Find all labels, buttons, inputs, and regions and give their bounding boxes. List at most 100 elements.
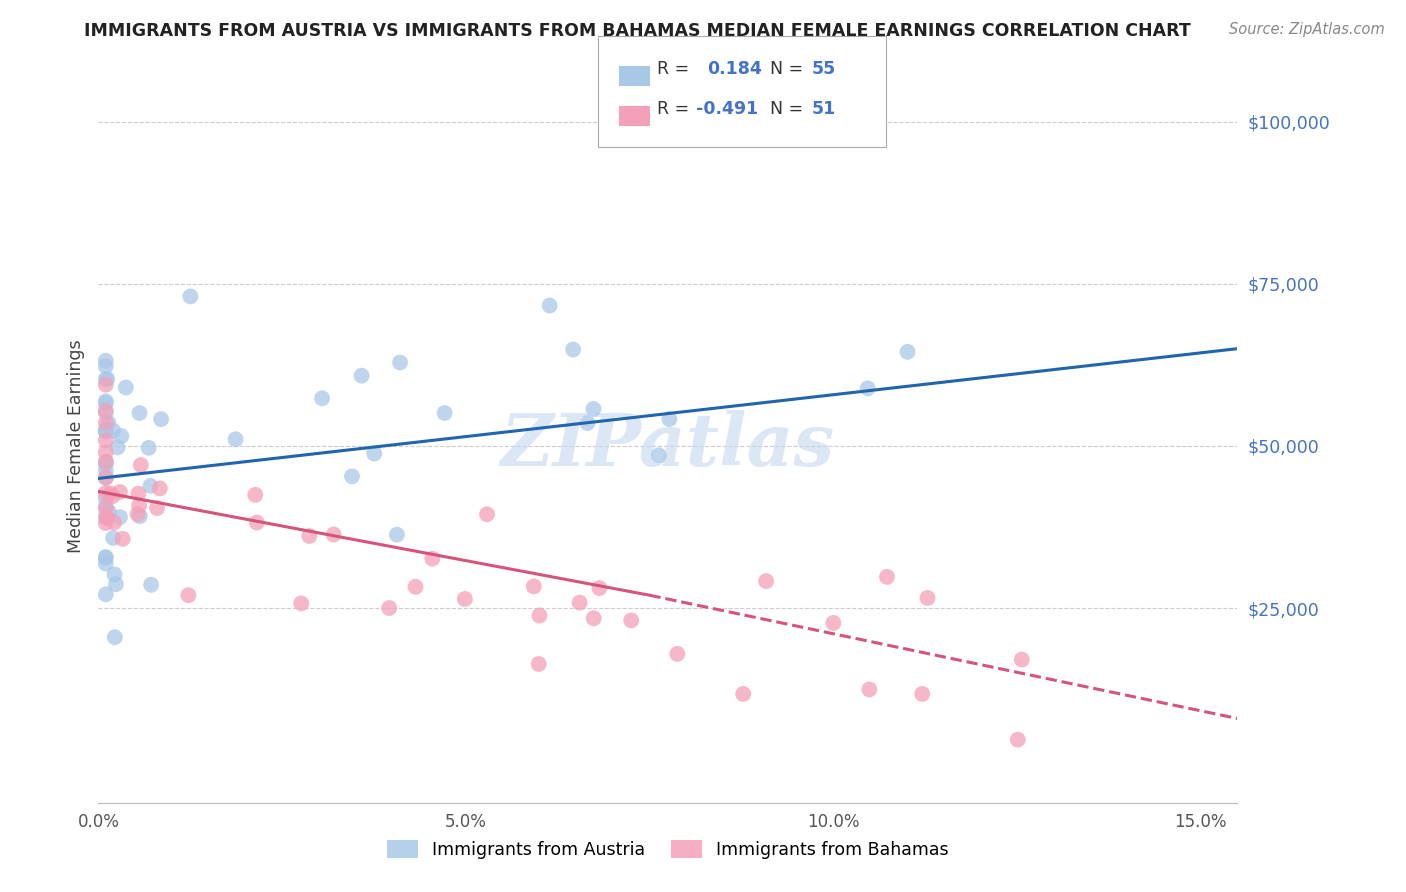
Point [94,501,117,516]
Text: Source: ZipAtlas.com: Source: ZipAtlas.com [1229,22,1385,37]
Point [101,489,124,503]
Text: 0.184: 0.184 [707,60,762,78]
Point [340,469,363,483]
Point [385,527,408,541]
Point [94,454,117,468]
Point [562,343,585,357]
Point [94,353,117,368]
Point [245,488,267,502]
Point [96,372,118,386]
Point [179,289,201,303]
Point [98,505,121,519]
Point [94,499,117,513]
Text: R =: R = [657,100,695,118]
Point [94,406,117,420]
Point [94,587,117,601]
Point [100,486,122,500]
Point [94,550,117,565]
Point [94,486,117,500]
Point [588,581,610,595]
Point [104,577,127,591]
Point [225,432,247,446]
Point [568,596,591,610]
Text: ZIPatlas: ZIPatlas [501,410,835,482]
Point [94,425,117,439]
Text: R =: R = [657,60,700,78]
Point [94,557,117,571]
Point [298,529,321,543]
Point [138,441,160,455]
Point [527,657,550,671]
Text: IMMIGRANTS FROM AUSTRIA VS IMMIGRANTS FROM BAHAMAS MEDIAN FEMALE EARNINGS CORREL: IMMIGRANTS FROM AUSTRIA VS IMMIGRANTS FR… [84,22,1191,40]
Point [823,615,845,630]
Point [97,416,120,430]
Point [917,591,939,605]
Point [146,501,169,516]
Point [177,588,200,602]
Point [576,416,599,430]
Point [94,403,117,417]
Point [94,464,117,478]
Point [733,687,755,701]
Point [103,531,125,545]
Point [139,578,162,592]
Point [139,479,162,493]
Point [94,471,117,485]
Point [128,509,150,524]
Point [648,448,671,462]
Point [115,380,138,394]
Point [108,485,131,500]
Point [96,511,118,525]
Text: -0.491: -0.491 [696,100,758,118]
Point [378,601,401,615]
Point [896,344,918,359]
Point [94,509,117,524]
Point [94,359,117,374]
Point [107,441,129,455]
Point [94,396,117,410]
Point [94,550,117,565]
Point [127,507,149,521]
Point [475,508,498,522]
Point [658,412,681,426]
Point [103,424,125,438]
Point [128,406,150,420]
Point [94,372,117,386]
Point [96,510,118,524]
Point [454,591,477,606]
Point [128,499,150,513]
Point [94,457,117,471]
Point [311,391,333,405]
Point [94,491,117,505]
Point [103,567,125,582]
Point [529,608,551,623]
Point [350,368,373,383]
Legend: Immigrants from Austria, Immigrants from Bahamas: Immigrants from Austria, Immigrants from… [380,833,956,865]
Point [129,458,152,472]
Point [1011,652,1033,666]
Point [582,401,605,416]
Point [94,394,117,409]
Point [389,355,412,369]
Point [582,611,605,625]
Point [108,510,131,524]
Point [150,412,173,426]
Text: N =: N = [759,60,808,78]
Point [94,423,117,437]
Point [876,570,898,584]
Point [94,416,117,430]
Point [110,429,132,443]
Y-axis label: Median Female Earnings: Median Female Earnings [66,339,84,553]
Point [620,614,643,628]
Point [94,425,117,439]
Point [94,455,117,469]
Text: 55: 55 [811,60,835,78]
Point [94,471,117,485]
Point [911,687,934,701]
Point [363,446,385,460]
Point [858,682,880,697]
Point [856,381,879,395]
Point [104,630,127,644]
Point [405,580,427,594]
Point [290,596,312,610]
